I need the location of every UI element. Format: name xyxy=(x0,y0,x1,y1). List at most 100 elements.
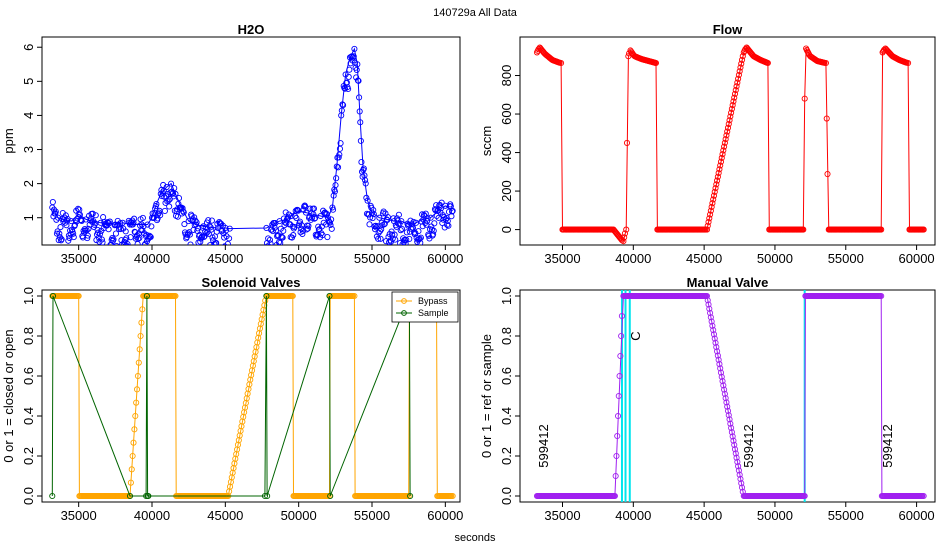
solenoid-bypass-fill-point xyxy=(135,359,142,366)
h2o-point xyxy=(207,224,214,231)
flow-series-fill-point xyxy=(719,151,726,158)
h2o-fill-point xyxy=(148,223,155,230)
manual-xtick-label: 55000 xyxy=(828,508,864,523)
h2o-point xyxy=(412,219,420,226)
h2o-fill-point xyxy=(280,215,287,222)
solenoid-sample-line xyxy=(51,295,411,497)
h2o-fill-point xyxy=(358,159,365,166)
solenoid-ytick-label: 0.6 xyxy=(21,367,36,385)
manual-series-fill-point xyxy=(728,424,735,431)
h2o-fill-point xyxy=(174,213,181,220)
h2o-fill-point xyxy=(266,243,272,245)
manual-series-fill-point xyxy=(707,309,714,317)
solenoid-ytick-label: 0.2 xyxy=(21,447,36,465)
flow-series-fill-point xyxy=(621,230,629,237)
manual-annotation: 599412 xyxy=(741,424,756,467)
h2o-fill-point xyxy=(438,199,445,206)
h2o-fill-point xyxy=(363,194,370,201)
manual-series-fill-point xyxy=(715,356,722,363)
h2o-fill-point xyxy=(49,198,56,206)
h2o-fill-point xyxy=(290,232,297,239)
h2o-fill-point xyxy=(105,226,112,233)
h2o-fill-point xyxy=(266,236,273,243)
h2o-xtick-label: 50000 xyxy=(281,251,317,266)
flow-series-fill-point xyxy=(717,158,725,165)
manual-series-fill-point xyxy=(618,332,625,340)
h2o-fill-point xyxy=(171,185,178,192)
h2o-fill-point xyxy=(70,230,77,237)
h2o-fill-point xyxy=(131,215,138,222)
solenoid-sample-point xyxy=(326,292,333,300)
manual-series-fill-point xyxy=(618,312,625,320)
flow-series-point xyxy=(620,238,627,245)
h2o-fill-point xyxy=(430,227,437,234)
manual-series-fill-point xyxy=(719,378,726,385)
flow-xtick-label: 60000 xyxy=(899,251,935,266)
h2o-fill-point xyxy=(312,214,319,222)
h2o-fill-point xyxy=(293,214,300,222)
h2o-fill-point xyxy=(78,217,85,224)
manual-series-fill-point xyxy=(735,463,742,470)
h2o-fill-point xyxy=(296,218,304,225)
manual-series-fill-point xyxy=(706,305,713,312)
flow-series-fill-point xyxy=(707,207,714,214)
figure-xlabel: seconds xyxy=(455,532,496,544)
flow-series-fill-point xyxy=(709,200,716,207)
h2o-fill-point xyxy=(384,216,391,224)
flow-series-point xyxy=(558,59,565,67)
manual-series-fill-point xyxy=(721,390,728,397)
solenoid-sample-point xyxy=(261,492,268,500)
manual-series-fill-point xyxy=(736,471,743,478)
manual-series-point xyxy=(703,292,711,300)
h2o-fill-point xyxy=(348,53,355,60)
h2o-fill-point xyxy=(362,180,369,187)
h2o-fill-point xyxy=(98,236,105,243)
h2o-fill-point xyxy=(218,220,225,227)
manual-annotation: 599412 xyxy=(536,424,551,467)
h2o-point xyxy=(222,224,229,232)
h2o-fill-point xyxy=(356,94,363,101)
solenoid-plot-area xyxy=(49,292,456,500)
legend-label-bypass: Bypass xyxy=(418,296,448,306)
solenoid-bypass-fill-point xyxy=(137,332,144,340)
h2o-fill-point xyxy=(335,164,342,171)
manual-series-fill-point xyxy=(721,386,728,393)
solenoid-plot-frame xyxy=(41,289,461,503)
h2o-fill-point xyxy=(384,214,391,221)
flow-series-point xyxy=(652,59,660,67)
h2o-fill-point xyxy=(336,145,343,152)
h2o-fill-point xyxy=(193,219,200,226)
h2o-fill-point xyxy=(417,234,424,241)
flow-series-fill-point xyxy=(721,143,728,150)
h2o-fill-point xyxy=(376,228,383,235)
solenoid-title: Solenoid Valves xyxy=(202,275,301,290)
manual-series-fill-point xyxy=(722,395,729,402)
h2o-fill-point xyxy=(99,239,106,245)
h2o-fill-point xyxy=(291,223,298,231)
h2o-fill-point xyxy=(362,177,369,184)
manual-xtick-label: 60000 xyxy=(899,508,935,523)
h2o-point xyxy=(354,61,361,68)
manual-series-fill-point xyxy=(734,458,741,466)
h2o-point xyxy=(357,119,364,126)
manual-series-point xyxy=(878,292,885,300)
manual-series-fill-point xyxy=(738,484,746,491)
h2o-ytick-label: 6 xyxy=(21,44,36,51)
solenoid-panel: Solenoid Valves 0 or 1 = closed or open 35… xyxy=(1,275,463,523)
h2o-fill-point xyxy=(445,222,452,229)
h2o-fill-point xyxy=(130,219,137,226)
h2o-fill-point xyxy=(192,217,199,224)
h2o-fill-point xyxy=(226,235,233,242)
flow-series-line xyxy=(536,46,924,243)
manual-series-fill-point xyxy=(612,472,619,480)
flow-plot-area xyxy=(533,44,927,245)
h2o-fill-point xyxy=(180,209,187,216)
manual-series-line xyxy=(537,295,924,497)
flow-series-fill-point xyxy=(710,196,717,203)
h2o-fill-point xyxy=(56,234,63,241)
h2o-xtick-label: 60000 xyxy=(427,251,463,266)
h2o-fill-point xyxy=(123,235,130,242)
h2o-point xyxy=(351,45,358,52)
solenoid-ylabel: 0 or 1 = closed or open xyxy=(1,329,16,462)
manual-annotation: 599412 xyxy=(880,424,895,467)
